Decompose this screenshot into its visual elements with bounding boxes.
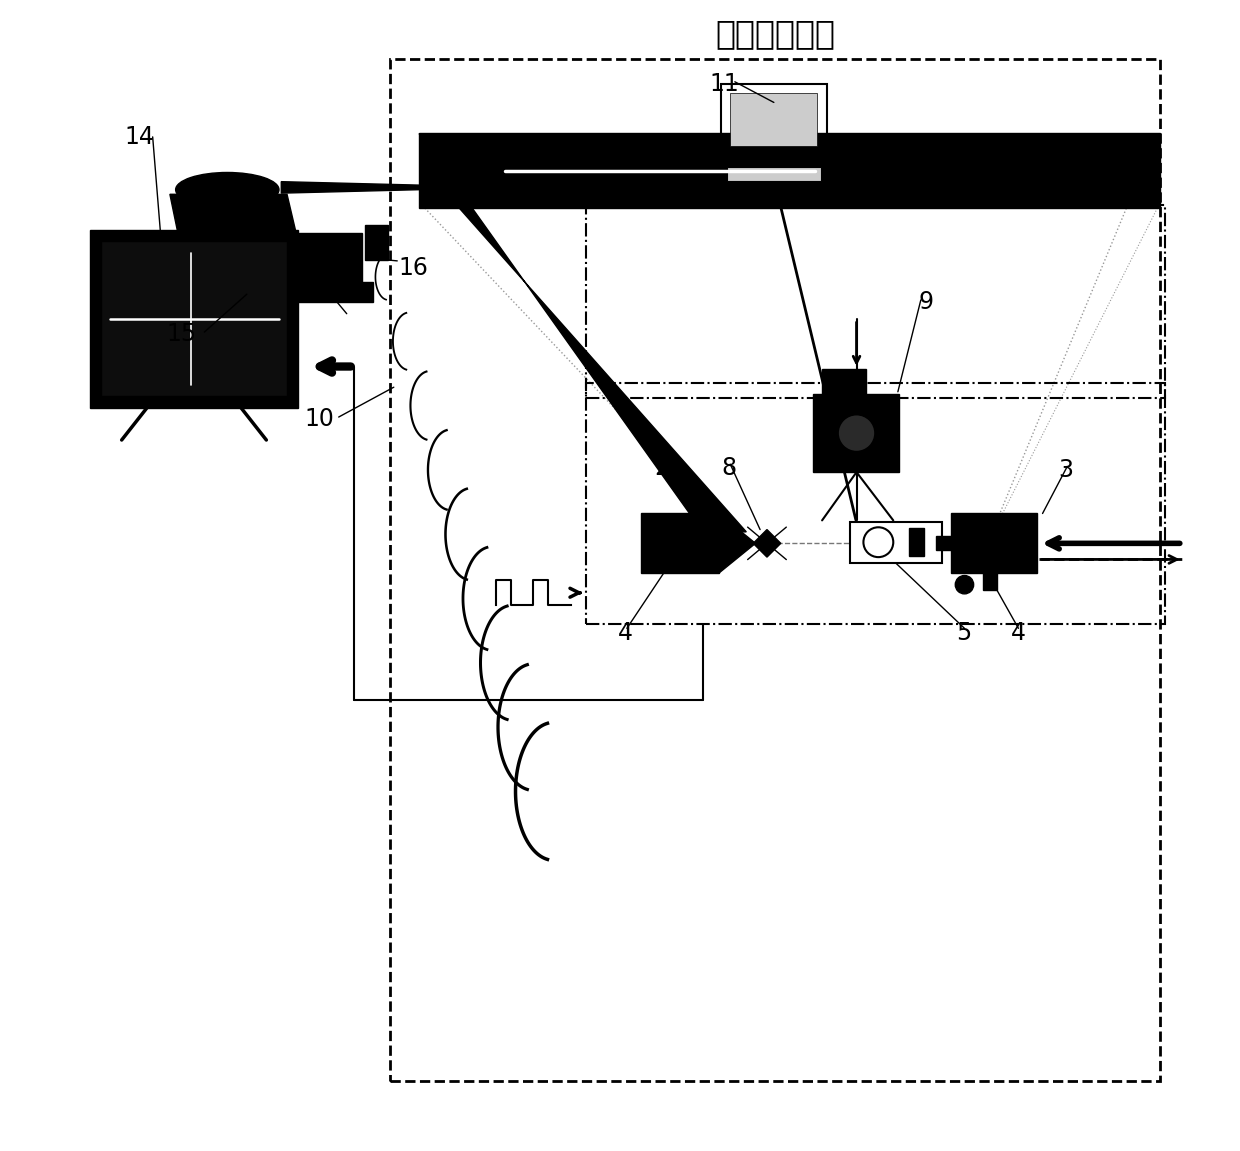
Bar: [730, 93, 817, 146]
Bar: [822, 368, 866, 394]
Polygon shape: [419, 134, 746, 532]
Bar: [641, 513, 719, 573]
Bar: [951, 513, 1037, 573]
Bar: [909, 528, 924, 556]
Bar: [720, 84, 827, 155]
Circle shape: [198, 277, 224, 303]
Bar: [365, 226, 388, 260]
Text: 8: 8: [720, 456, 737, 480]
Bar: [391, 59, 1159, 1081]
Bar: [813, 394, 899, 472]
Text: 13: 13: [301, 274, 331, 298]
Text: 5: 5: [956, 620, 972, 645]
Circle shape: [838, 414, 875, 451]
Bar: [89, 230, 299, 407]
Bar: [585, 205, 1166, 397]
Text: 2: 2: [655, 456, 670, 480]
Polygon shape: [753, 529, 781, 557]
Bar: [983, 572, 997, 590]
Text: 15: 15: [166, 322, 197, 346]
Text: 11: 11: [709, 73, 739, 96]
Polygon shape: [281, 182, 419, 193]
Text: 4: 4: [1011, 620, 1025, 645]
Circle shape: [115, 277, 141, 303]
Bar: [727, 167, 821, 181]
Circle shape: [322, 277, 348, 303]
Text: 14: 14: [124, 124, 154, 148]
Text: 4: 4: [618, 620, 632, 645]
Bar: [100, 242, 286, 396]
Circle shape: [955, 576, 973, 594]
Polygon shape: [109, 234, 362, 289]
Bar: [936, 536, 954, 550]
Circle shape: [157, 277, 182, 303]
Circle shape: [281, 277, 306, 303]
Text: 16: 16: [398, 256, 428, 280]
Polygon shape: [98, 282, 373, 303]
Circle shape: [239, 277, 265, 303]
Text: 记录区域范围: 记录区域范围: [715, 17, 835, 49]
Text: 10: 10: [304, 407, 334, 432]
Polygon shape: [719, 513, 755, 573]
Text: 3: 3: [1059, 458, 1074, 482]
Bar: [419, 134, 1159, 208]
Ellipse shape: [176, 173, 279, 207]
Text: 9: 9: [919, 290, 934, 314]
Bar: [585, 382, 1166, 624]
Polygon shape: [170, 195, 296, 234]
Bar: [849, 521, 941, 563]
